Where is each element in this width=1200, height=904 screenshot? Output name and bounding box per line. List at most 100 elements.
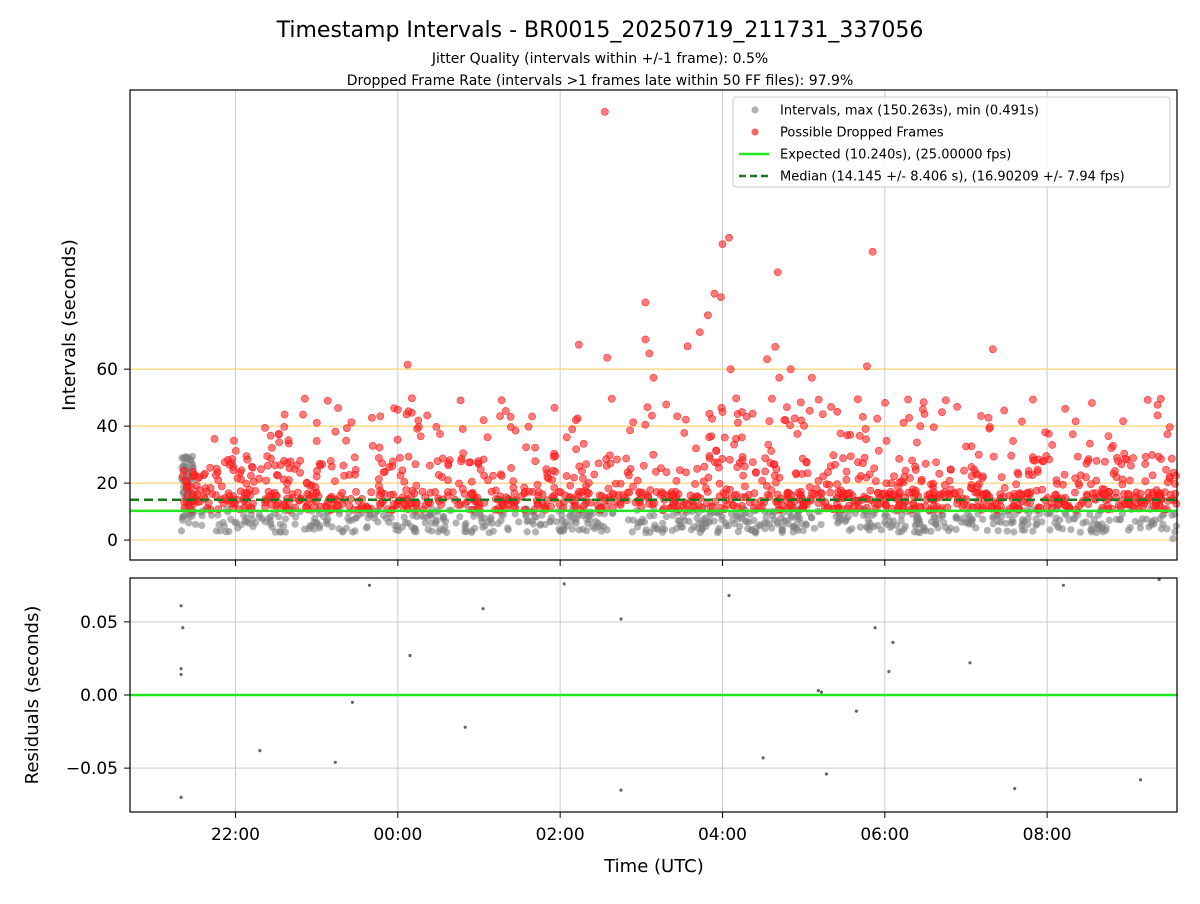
dropped-frame-point [1124, 499, 1133, 508]
dropped-frame-point [629, 418, 638, 427]
interval-point [897, 517, 905, 525]
dropped-frame-point [850, 502, 858, 511]
residual-point [179, 672, 183, 677]
interval-point [227, 515, 235, 523]
dropped-frame-point [605, 451, 614, 460]
dropped-frame-point [814, 476, 823, 485]
dropped-frame-point [274, 429, 283, 438]
legend: Intervals, max (150.263s), min (0.491s) P… [732, 96, 1171, 188]
residual-point [179, 795, 183, 800]
dropped-frame-point [400, 477, 409, 486]
dropped-frame-point [833, 480, 841, 488]
dropped-frame-point [800, 421, 808, 430]
interval-point [628, 528, 636, 536]
residual-point [1061, 583, 1065, 587]
intervals-axes: 0 20 40 60 [96, 360, 1048, 566]
interval-point [979, 515, 987, 523]
legend-box [732, 96, 1171, 188]
dropped-frame-point [262, 476, 271, 485]
dropped-frame-point [296, 456, 305, 465]
dropped-frame-point [899, 418, 908, 427]
dropped-frame-point [195, 486, 204, 495]
dropped-frame-point [1023, 489, 1032, 498]
dropped-frame-point [579, 502, 588, 510]
dropped-frame-point [738, 408, 746, 416]
interval-point [432, 516, 440, 524]
interval-point [478, 518, 486, 526]
interval-point [856, 523, 864, 531]
dropped-frame-point [846, 452, 855, 461]
dropped-frame-point [1071, 417, 1080, 426]
dropped-frame-point [742, 412, 751, 421]
dropped-frame-point [533, 500, 542, 509]
dropped-frame-point [831, 460, 839, 469]
dropped-frame-point [855, 431, 864, 440]
dropped-frame-point [1091, 494, 1099, 503]
interval-point [752, 528, 760, 536]
dropped-frame-point [1107, 444, 1116, 452]
dropped-frame-point [960, 466, 968, 475]
dropped-frame-point [916, 422, 925, 430]
interval-point [532, 513, 540, 521]
interval-point [930, 513, 938, 521]
dropped-frame-point [919, 398, 928, 407]
interval-point [1105, 516, 1113, 524]
interval-point [735, 515, 743, 523]
dropped-frame-point [616, 500, 625, 509]
dropped-frame-point [643, 403, 652, 411]
dropped-frame-point [641, 335, 650, 344]
residual-point [408, 653, 412, 658]
dropped-frame-point [1172, 471, 1180, 480]
dropped-frame-point [846, 430, 855, 439]
dropped-frame-point [834, 487, 842, 496]
dropped-frame-point [456, 396, 465, 405]
dropped-frame-point [973, 482, 982, 491]
dropped-frame-point [904, 488, 913, 497]
dropped-frame-point [641, 420, 650, 429]
dropped-frame-point [411, 460, 420, 469]
dropped-frame-point [870, 464, 879, 473]
interval-point [914, 528, 922, 536]
dropped-frame-point [868, 247, 877, 256]
dropped-frame-point [861, 425, 870, 433]
intervals-y-axis-label: Intervals (seconds) [59, 239, 80, 411]
interval-point [983, 526, 992, 535]
dropped-frame-point [395, 453, 404, 462]
dropped-frame-point [616, 479, 625, 488]
residuals-y-tick-label: −0.05 [66, 759, 118, 779]
dropped-frame-point [1098, 485, 1107, 493]
intervals-y-tick-label: 20 [96, 474, 118, 494]
dropped-frame-point [1104, 432, 1113, 440]
dropped-frame-point [1029, 395, 1037, 404]
dropped-frame-point [662, 468, 671, 476]
dropped-frame-point [752, 468, 760, 477]
dropped-frame-point [443, 488, 452, 496]
interval-point [770, 515, 778, 524]
interval-point [461, 521, 469, 529]
interval-point [558, 512, 566, 520]
dropped-frame-point [977, 412, 985, 420]
legend-label: Median (14.145 +/- 8.406 s), (16.90209 +… [780, 170, 1125, 185]
dropped-frame-point [1121, 454, 1130, 463]
dropped-frame-point [323, 396, 332, 405]
dropped-frame-point [407, 394, 416, 403]
dropped-frame-point [871, 477, 880, 486]
dropped-frame-point [941, 396, 950, 405]
interval-point [1071, 515, 1079, 523]
interval-point [862, 523, 871, 531]
residual-point [873, 626, 877, 630]
dropped-frame-point [465, 458, 473, 467]
interval-point [677, 523, 685, 531]
interval-point [440, 526, 448, 534]
dropped-frame-point [579, 439, 588, 448]
interval-point [778, 526, 786, 534]
dropped-frame-point [312, 418, 321, 427]
x-tick-label: 02:00 [536, 825, 585, 845]
dropped-frame-point [739, 471, 748, 480]
dropped-frame-point [455, 479, 463, 488]
dropped-frame-point [649, 373, 658, 382]
dropped-frame-point [775, 373, 784, 382]
interval-point [1029, 527, 1037, 535]
interval-point [780, 516, 788, 525]
interval-point [392, 526, 400, 534]
